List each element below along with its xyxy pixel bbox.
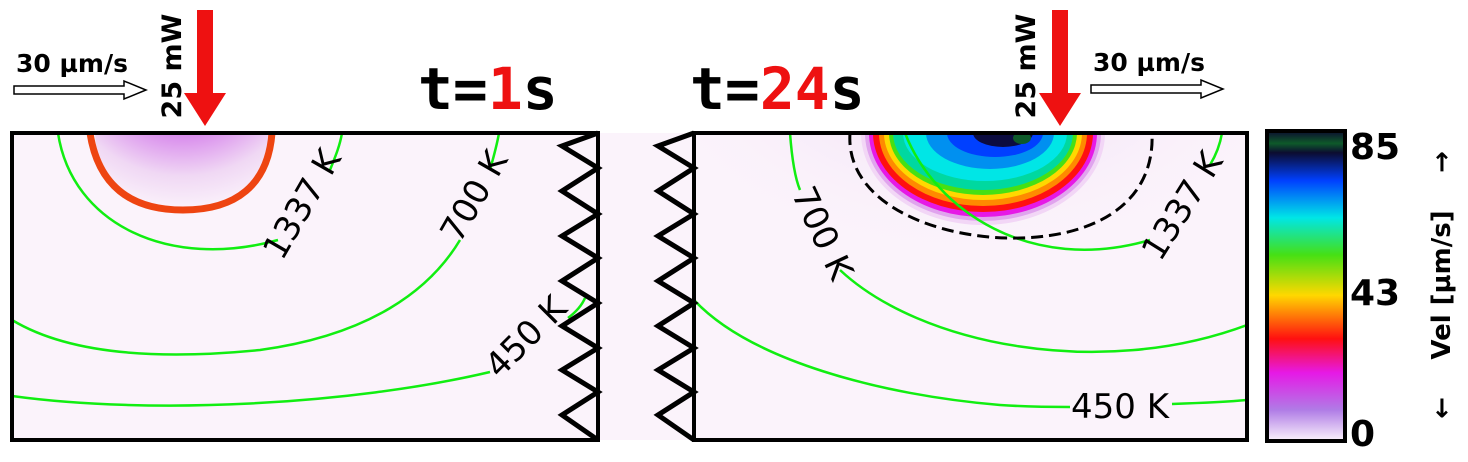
right-isotherm-450-curve bbox=[694, 299, 1071, 409]
left-panel: 1337 K 700 K 450 K 30 µm/s 25 mW t=1s bbox=[10, 10, 603, 443]
right-scan-speed: 30 µm/s bbox=[1093, 48, 1205, 77]
colorbar-arrow-down: ← bbox=[1427, 397, 1457, 419]
right-laser-power: 25 mW bbox=[1011, 14, 1042, 119]
right-isotherm-1337-tail bbox=[1208, 133, 1224, 166]
left-time-label: t=1s bbox=[418, 55, 558, 123]
right-time-value: 24 bbox=[760, 55, 830, 123]
colorbar-arrow-up: → bbox=[1427, 151, 1457, 173]
left-break-zigzag bbox=[556, 130, 603, 443]
right-isotherm-700-top bbox=[788, 133, 802, 191]
left-isotherm-450-tail bbox=[567, 297, 587, 319]
left-scan-arrow bbox=[13, 79, 148, 101]
left-domain-frame bbox=[10, 131, 600, 442]
left-isotherm-450 bbox=[12, 370, 491, 407]
right-panel: 700 K 1337 K 450 K 30 µm/s 25 mW t=24s bbox=[652, 10, 1249, 443]
colorbar-tick-mid: 43 bbox=[1350, 273, 1400, 314]
left-laser-power: 25 mW bbox=[157, 14, 188, 119]
left-scan-speed: 30 µm/s bbox=[16, 49, 128, 78]
left-isotherm-700 bbox=[12, 239, 462, 356]
left-time-value: 1 bbox=[488, 55, 523, 123]
left-time-prefix: t= bbox=[418, 55, 488, 123]
colorbar-tick-min: 0 bbox=[1350, 414, 1375, 455]
right-domain-frame bbox=[692, 131, 1249, 442]
right-melt-boundary bbox=[848, 133, 1154, 240]
right-time-label: t=24s bbox=[690, 55, 865, 123]
right-laser-arrow-icon bbox=[1039, 10, 1081, 126]
left-melt-boundary bbox=[86, 133, 276, 214]
colorbar-gradient bbox=[1265, 129, 1347, 443]
right-time-unit: s bbox=[830, 55, 865, 123]
colorbar-label: Vel [µm/s] bbox=[1427, 210, 1457, 359]
left-laser-arrow-icon bbox=[184, 10, 226, 126]
left-isotherms bbox=[12, 133, 587, 407]
left-isotherm-1337 bbox=[56, 133, 279, 251]
colorbar: 85 43 0 ← Vel [µm/s] → bbox=[1265, 127, 1457, 455]
left-melt-pool bbox=[95, 133, 271, 211]
right-isotherm-700 bbox=[839, 269, 1247, 354]
left-time-unit: s bbox=[523, 55, 558, 123]
gap-band bbox=[598, 133, 694, 440]
right-isotherm-450-tail bbox=[1171, 398, 1247, 406]
colorbar-tick-max: 85 bbox=[1350, 127, 1400, 168]
right-contour-label-450: 450 K bbox=[1071, 387, 1171, 427]
right-isotherms bbox=[694, 133, 1247, 409]
left-isotherm-700-tail bbox=[488, 133, 501, 171]
right-time-prefix: t= bbox=[690, 55, 760, 123]
right-break-zigzag bbox=[652, 130, 699, 443]
left-isotherm-1337-tail bbox=[328, 133, 344, 171]
right-scan-arrow bbox=[1090, 78, 1225, 100]
right-isotherm-1337 bbox=[903, 133, 1151, 251]
